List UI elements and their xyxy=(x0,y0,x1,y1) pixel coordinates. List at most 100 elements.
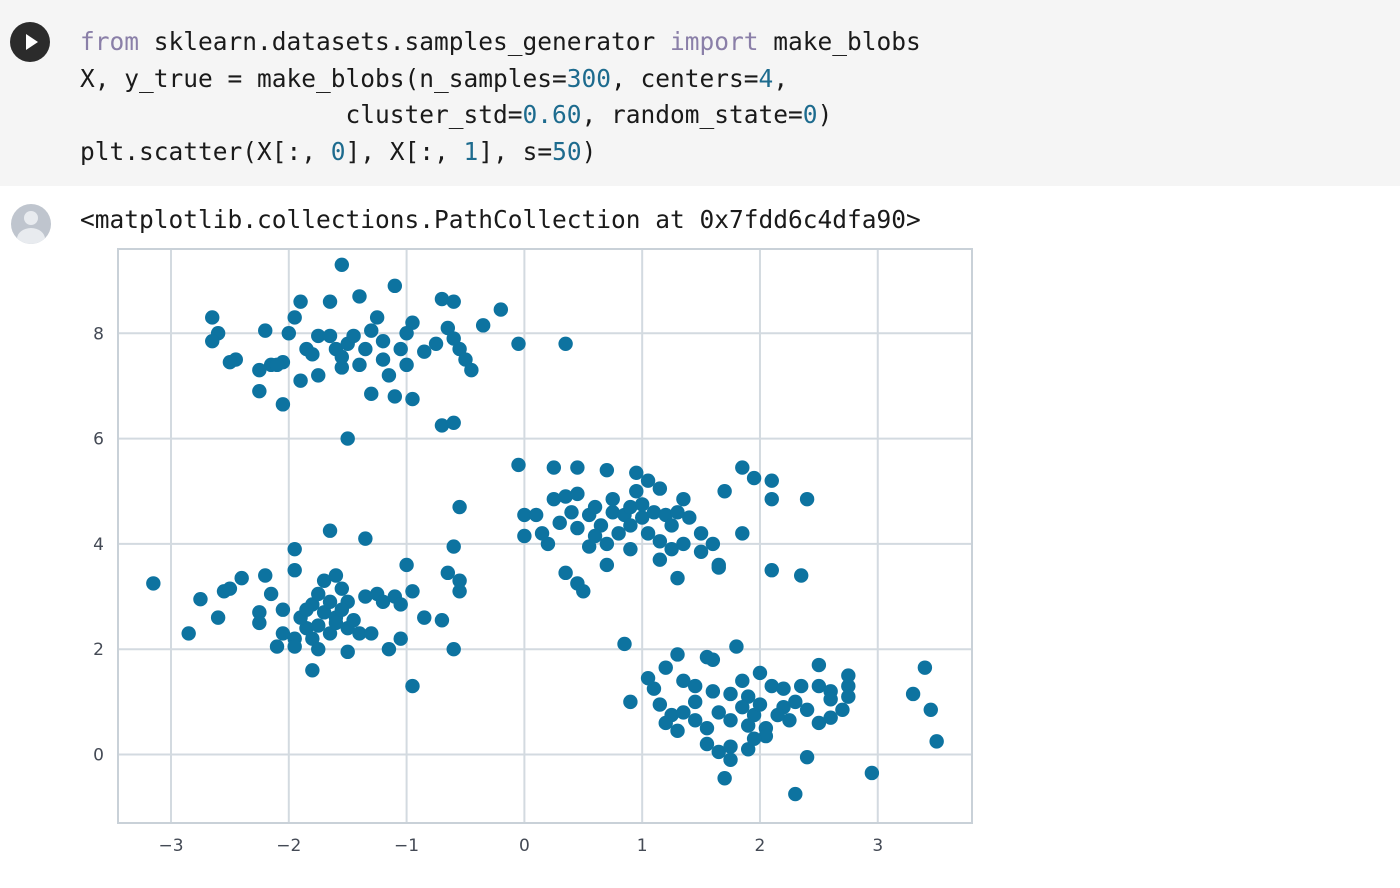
scatter-point xyxy=(305,347,320,362)
scatter-point xyxy=(799,491,815,507)
scatter-point xyxy=(799,749,815,765)
scatter-point xyxy=(446,539,461,554)
scatter-point xyxy=(287,639,302,654)
avatar-head xyxy=(24,211,38,225)
scatter-point xyxy=(434,613,450,628)
scatter-point xyxy=(658,660,673,675)
scatter-point xyxy=(735,699,750,715)
scatter-point xyxy=(405,391,420,407)
scatter-point xyxy=(252,362,267,378)
scatter-point xyxy=(711,705,726,720)
scatter-point xyxy=(658,715,673,731)
scatter-point xyxy=(311,642,326,657)
scatter-point xyxy=(687,678,703,694)
scatter-point xyxy=(528,507,544,523)
scatter-point xyxy=(452,584,467,599)
scatter-point xyxy=(634,510,650,525)
avatar-shoulders xyxy=(17,228,45,244)
scatter-point xyxy=(570,520,585,536)
scatter-point xyxy=(599,536,615,552)
scatter-point xyxy=(746,731,762,746)
scatter-point xyxy=(905,686,921,702)
scatter-point xyxy=(334,360,350,375)
scatter-point xyxy=(328,568,344,583)
scatter-point xyxy=(699,721,715,736)
scatter-point xyxy=(617,636,632,652)
scatter-point xyxy=(841,668,856,683)
x-tick-label: 0 xyxy=(519,836,530,856)
scatter-point xyxy=(652,552,668,567)
scatter-point xyxy=(305,631,320,646)
scatter-point xyxy=(705,684,721,699)
scatter-point xyxy=(322,626,338,641)
y-tick-labels: 0 2 4 6 8 xyxy=(93,324,104,765)
scatter-point xyxy=(322,523,338,538)
scatter-point xyxy=(746,707,762,723)
scatter-point xyxy=(352,626,367,641)
scatter-point xyxy=(546,491,562,507)
code-editor[interactable]: from sklearn.datasets.samples_generator … xyxy=(80,24,921,170)
scatter-point xyxy=(670,647,685,662)
scatter-point xyxy=(534,526,550,541)
scatter-point xyxy=(811,715,827,731)
scatter-point xyxy=(629,484,644,499)
scatter-point xyxy=(475,318,491,333)
scatter-point xyxy=(558,565,573,581)
scatter-point xyxy=(664,518,679,533)
scatter-point xyxy=(299,620,314,636)
scatter-point xyxy=(334,581,350,596)
scatter-point xyxy=(923,702,938,717)
run-cell-button[interactable] xyxy=(10,22,50,62)
scatter-point xyxy=(452,573,467,588)
scatter-point xyxy=(746,470,762,486)
scatter-point xyxy=(705,652,721,667)
scatter-point xyxy=(929,734,944,749)
scatter-point xyxy=(611,526,626,541)
scatter-point xyxy=(546,460,562,475)
scatter-point xyxy=(293,373,308,388)
scatter-point xyxy=(328,615,344,631)
scatter-point xyxy=(417,610,432,625)
scatter-point xyxy=(305,663,320,678)
scatter-point xyxy=(464,362,479,378)
scatter-point xyxy=(841,689,856,704)
scatter-point xyxy=(629,465,644,481)
scatter-point xyxy=(670,570,685,586)
scatter-point xyxy=(352,289,367,304)
scatter-point xyxy=(693,526,709,541)
scatter-point xyxy=(646,681,662,696)
scatter-point xyxy=(799,702,815,717)
scatter-point xyxy=(723,713,738,728)
scatter-point xyxy=(281,326,296,341)
x-tick-label: −3 xyxy=(158,836,183,856)
scatter-point xyxy=(587,499,603,515)
scatter-point xyxy=(864,765,880,781)
scatter-point xyxy=(399,357,414,373)
scatter-point xyxy=(440,565,456,581)
scatter-point xyxy=(334,602,350,617)
scatter-point xyxy=(428,336,444,351)
scatter-point xyxy=(811,678,827,694)
scatter-point xyxy=(670,505,685,520)
scatter-point xyxy=(381,368,397,383)
scatter-point xyxy=(770,707,785,723)
scatter-point xyxy=(652,697,668,712)
scatter-point xyxy=(287,310,302,325)
scatter-point xyxy=(393,631,408,646)
scatter-point xyxy=(434,291,450,307)
x-tick-label: −1 xyxy=(394,836,419,856)
scatter-point xyxy=(835,702,850,717)
scatter-point xyxy=(417,344,432,359)
user-avatar-icon xyxy=(11,204,51,244)
scatter-point xyxy=(234,570,249,586)
scatter-point xyxy=(263,586,279,602)
scatter-point xyxy=(776,681,791,696)
code-cell[interactable]: from sklearn.datasets.samples_generator … xyxy=(0,0,1400,186)
scatter-point xyxy=(634,497,650,512)
scatter-point xyxy=(564,505,579,520)
scatter-point xyxy=(375,594,391,610)
scatter-point xyxy=(381,642,397,657)
scatter-point xyxy=(723,686,738,702)
scatter-point xyxy=(517,528,532,544)
